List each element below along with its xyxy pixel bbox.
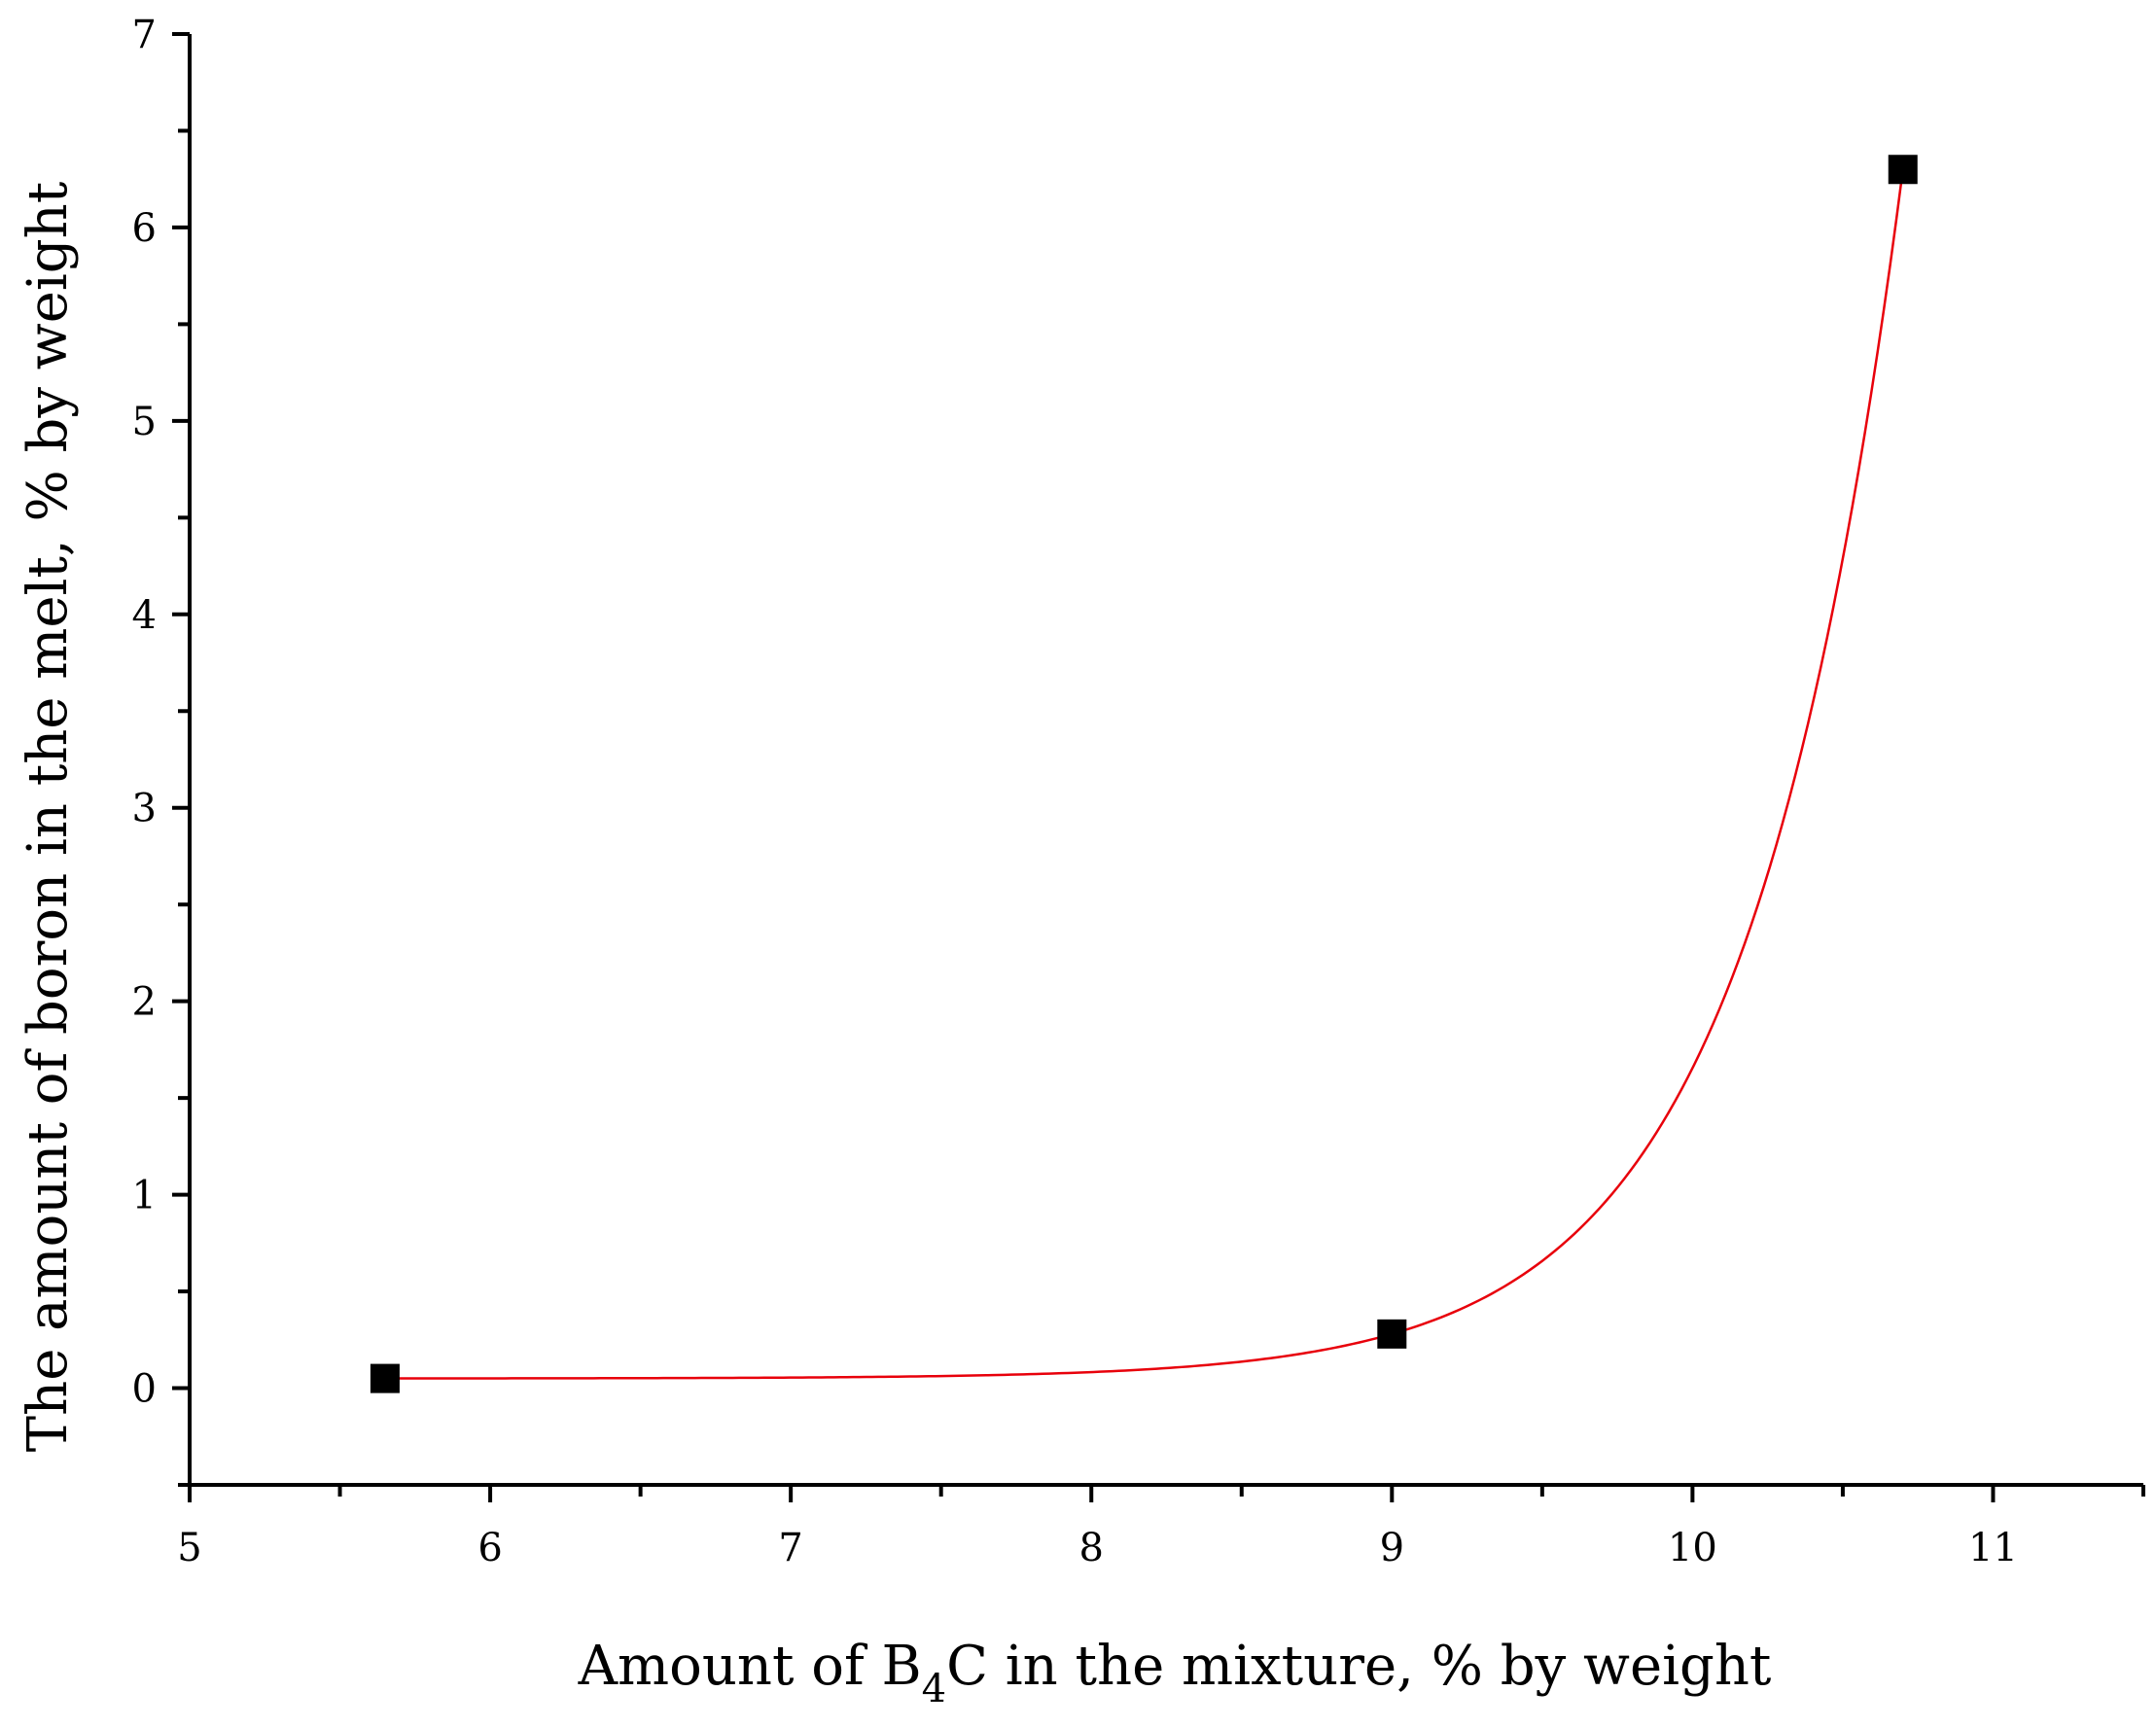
x-tick-label: 6 (477, 1526, 502, 1570)
y-tick-label: 2 (132, 980, 157, 1025)
x-tick-label: 7 (778, 1526, 802, 1570)
x-axis-title-subscript: 4 (922, 1667, 946, 1711)
x-axis-title-part-2: C in the mixture, % by weight (946, 1635, 1772, 1698)
exponential-fit-curve (384, 169, 1904, 1380)
x-tick-label: 11 (1968, 1526, 2018, 1570)
x-tick-label: 9 (1380, 1526, 1404, 1570)
data-point (1888, 155, 1918, 185)
data-points (370, 155, 1918, 1393)
axes (188, 34, 2143, 1487)
x-tick-label: 10 (1668, 1526, 1717, 1570)
data-point (370, 1363, 400, 1393)
y-tick-label: 3 (132, 787, 157, 831)
x-tick-label: 5 (177, 1526, 201, 1570)
y-tick-label: 7 (132, 13, 157, 57)
y-tick-label: 0 (132, 1367, 157, 1412)
y-axis-title: The amount of boron in the melt, % by we… (17, 181, 80, 1452)
x-axis-title-part-1: Amount of B (578, 1635, 922, 1698)
fit-curve-layer (384, 169, 1904, 1380)
y-tick-label: 4 (132, 593, 157, 638)
x-axis-title: Amount of B4C in the mixture, % by weigh… (578, 1635, 1772, 1711)
y-tick-label: 5 (132, 400, 157, 444)
data-point (1377, 1319, 1407, 1349)
y-tick-label: 1 (132, 1174, 157, 1218)
x-tick-label: 8 (1079, 1526, 1104, 1570)
ticks: 5 6 7 8 9 10 11 0 1 2 3 4 5 6 7 (132, 13, 2145, 1570)
y-tick-label: 6 (132, 206, 157, 251)
